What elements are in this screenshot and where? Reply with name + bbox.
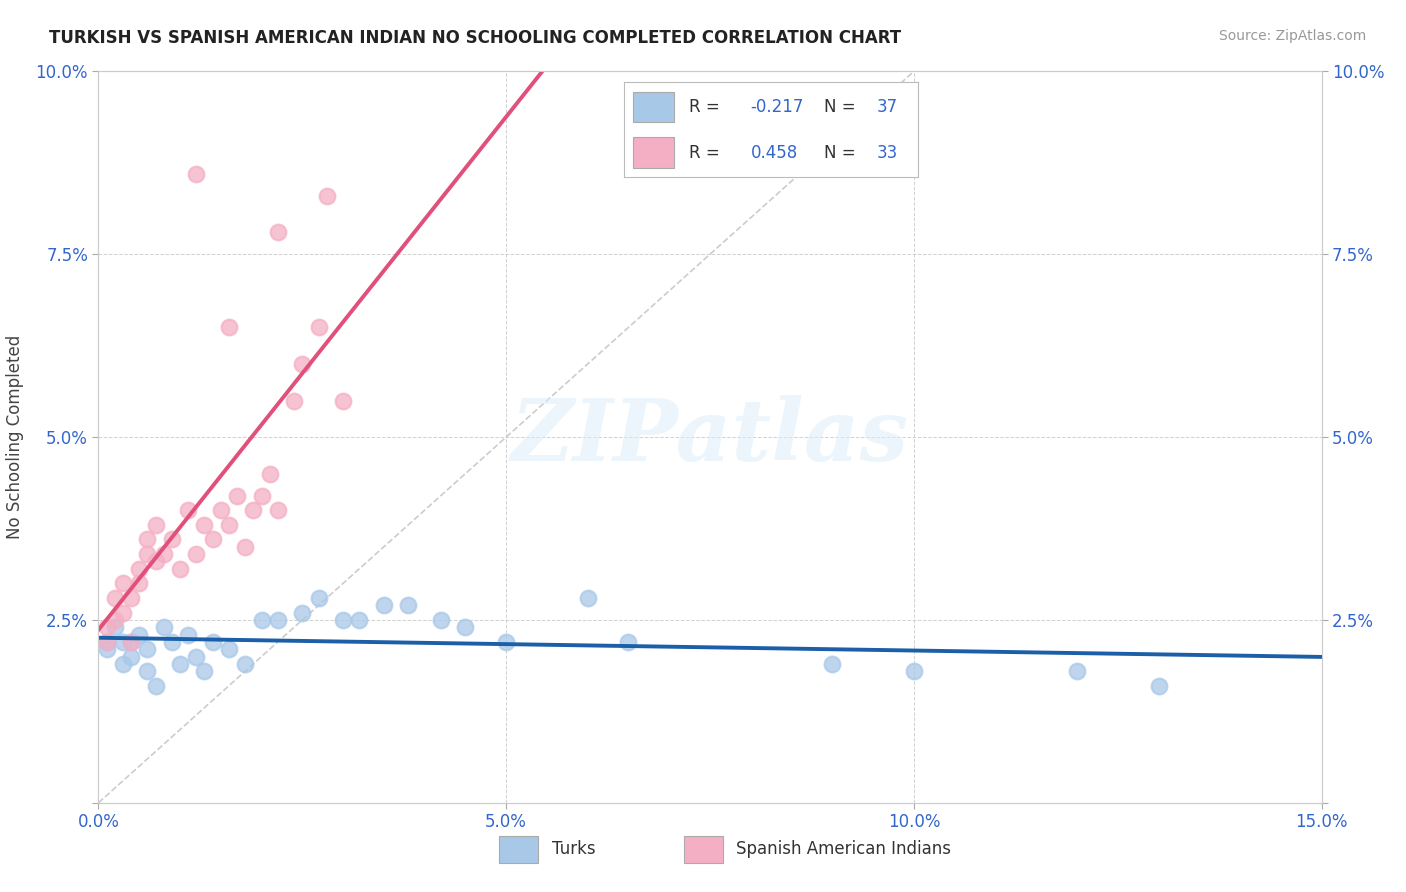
Point: [128, 576, 150, 591]
Text: Source: ZipAtlas.com: Source: ZipAtlas.com: [1219, 29, 1367, 43]
Point: [193, 517, 215, 532]
Point: [267, 613, 290, 627]
Point: [332, 613, 354, 627]
Point: [233, 540, 256, 554]
Point: [218, 320, 240, 334]
Point: [315, 188, 337, 202]
Point: [128, 562, 150, 576]
Point: [226, 489, 249, 503]
Point: [120, 591, 142, 605]
Point: [259, 467, 281, 481]
Point: [186, 649, 208, 664]
Point: [291, 357, 314, 371]
Point: [186, 547, 208, 561]
Point: [250, 489, 273, 503]
Point: [145, 517, 167, 532]
Point: [283, 393, 305, 408]
Point: [104, 620, 127, 634]
Point: [104, 591, 127, 605]
Point: [250, 613, 273, 627]
Point: [120, 635, 142, 649]
Point: [120, 649, 142, 664]
Point: [96, 642, 118, 657]
Point: [177, 627, 200, 641]
Point: [169, 562, 191, 576]
Point: [96, 620, 118, 634]
Point: [373, 599, 395, 613]
Point: [111, 576, 134, 591]
Point: [160, 635, 183, 649]
Point: [145, 554, 167, 568]
Point: [169, 657, 191, 671]
Point: [111, 606, 134, 620]
Point: [308, 320, 330, 334]
Point: [128, 627, 150, 641]
Point: [332, 393, 354, 408]
Point: [396, 599, 419, 613]
Point: [177, 503, 200, 517]
Point: [96, 635, 118, 649]
Point: [267, 503, 290, 517]
Point: [120, 635, 142, 649]
Point: [495, 635, 517, 649]
Point: [111, 657, 134, 671]
Point: [218, 642, 240, 657]
Text: ZIPatlas: ZIPatlas: [510, 395, 910, 479]
Point: [201, 635, 224, 649]
Point: [576, 591, 599, 605]
Point: [218, 517, 240, 532]
Point: [160, 533, 183, 547]
Point: [136, 642, 159, 657]
Point: [821, 657, 844, 671]
Point: [152, 547, 174, 561]
Point: [193, 664, 215, 678]
Point: [242, 503, 264, 517]
Point: [104, 613, 127, 627]
Point: [903, 664, 925, 678]
Y-axis label: No Schooling Completed: No Schooling Completed: [7, 335, 24, 539]
Point: [136, 547, 159, 561]
Point: [145, 679, 167, 693]
Point: [1066, 664, 1088, 678]
Point: [96, 635, 118, 649]
Point: [136, 664, 159, 678]
Text: TURKISH VS SPANISH AMERICAN INDIAN NO SCHOOLING COMPLETED CORRELATION CHART: TURKISH VS SPANISH AMERICAN INDIAN NO SC…: [49, 29, 901, 46]
Point: [617, 635, 640, 649]
Point: [233, 657, 256, 671]
Point: [1147, 679, 1170, 693]
Point: [201, 533, 224, 547]
Point: [349, 613, 371, 627]
Point: [136, 533, 159, 547]
Point: [186, 167, 208, 181]
Point: [152, 620, 174, 634]
Point: [111, 635, 134, 649]
Point: [454, 620, 477, 634]
Point: [209, 503, 232, 517]
Point: [430, 613, 453, 627]
Point: [291, 606, 314, 620]
Point: [308, 591, 330, 605]
Point: [267, 225, 290, 239]
